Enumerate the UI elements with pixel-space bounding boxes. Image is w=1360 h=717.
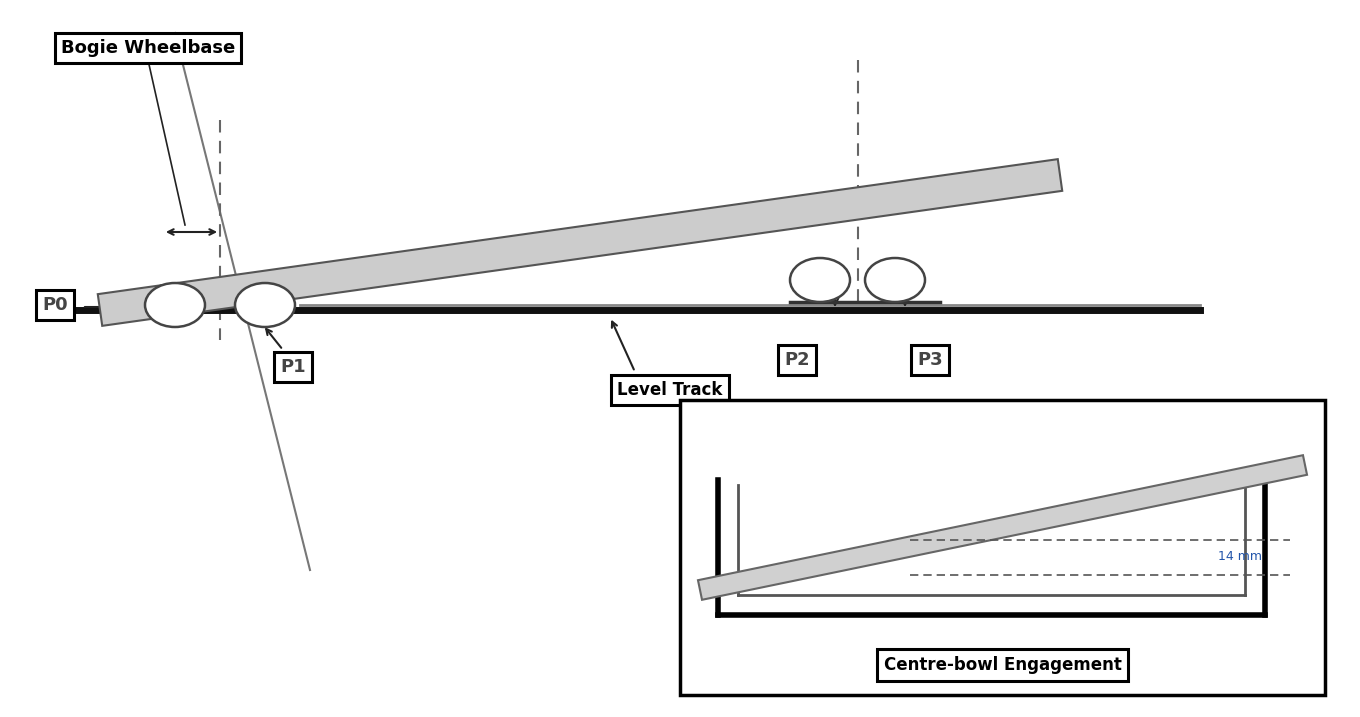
- Text: P2: P2: [785, 351, 809, 369]
- Polygon shape: [698, 455, 1307, 600]
- Ellipse shape: [235, 283, 295, 327]
- Polygon shape: [98, 159, 1062, 326]
- Ellipse shape: [865, 258, 925, 302]
- Text: Bogie Wheelbase: Bogie Wheelbase: [61, 39, 235, 57]
- Text: P0: P0: [42, 296, 68, 314]
- Text: Level Track: Level Track: [617, 381, 722, 399]
- Text: 14 mm: 14 mm: [1219, 551, 1262, 564]
- Text: Centre-bowl Engagement: Centre-bowl Engagement: [884, 656, 1122, 674]
- Ellipse shape: [146, 283, 205, 327]
- Text: P3: P3: [917, 351, 942, 369]
- Ellipse shape: [790, 258, 850, 302]
- Bar: [680, 400, 1325, 695]
- Text: P1: P1: [280, 358, 306, 376]
